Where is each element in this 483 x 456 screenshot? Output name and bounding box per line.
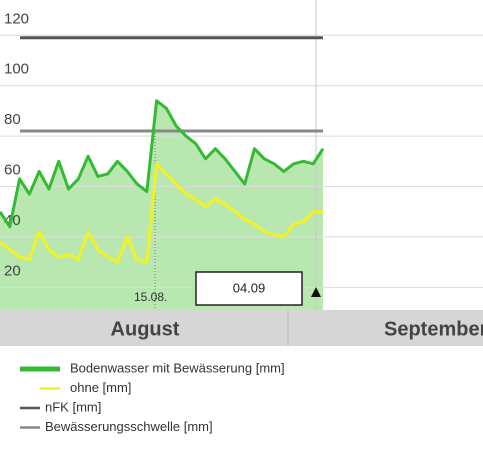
- line: [0, 162, 323, 264]
- annotation: 04.09: [233, 280, 266, 295]
- legend-label: nFK [mm]: [45, 399, 101, 414]
- area: [0, 100, 323, 310]
- y-tick-label: 20: [4, 262, 21, 279]
- month-label: August: [111, 318, 180, 340]
- legend-label: Bewässerungsschwelle [mm]: [45, 419, 213, 434]
- line: [0, 99, 325, 229]
- slider-handle: [311, 287, 321, 297]
- date-box: [195, 271, 303, 306]
- y-tick-label: 60: [4, 161, 21, 178]
- legend-label: ohne [mm]: [70, 380, 131, 395]
- y-tick-label: 120: [4, 10, 29, 27]
- annotation: 15.08.: [134, 290, 167, 304]
- legend-label: Bodenwasser mit Bewässerung [mm]: [70, 360, 285, 375]
- month-label: September: [384, 318, 483, 340]
- month-band: [0, 310, 483, 346]
- y-tick-label: 80: [4, 111, 21, 128]
- y-tick-label: 100: [4, 61, 29, 78]
